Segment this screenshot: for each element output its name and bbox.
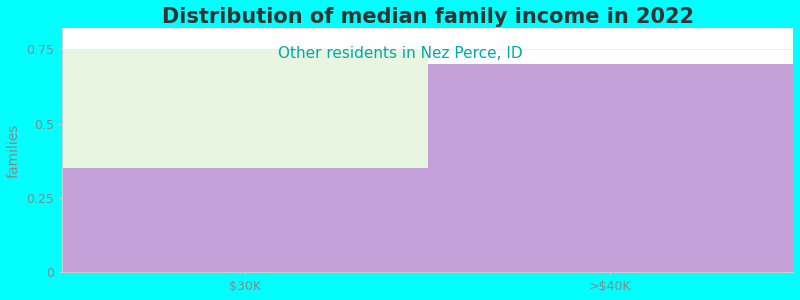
Bar <box>427 64 793 272</box>
Title: Distribution of median family income in 2022: Distribution of median family income in … <box>162 7 694 27</box>
Bar <box>62 49 427 168</box>
Bar <box>62 168 427 272</box>
Text: Other residents in Nez Perce, ID: Other residents in Nez Perce, ID <box>278 46 522 62</box>
Y-axis label: families: families <box>7 123 21 178</box>
